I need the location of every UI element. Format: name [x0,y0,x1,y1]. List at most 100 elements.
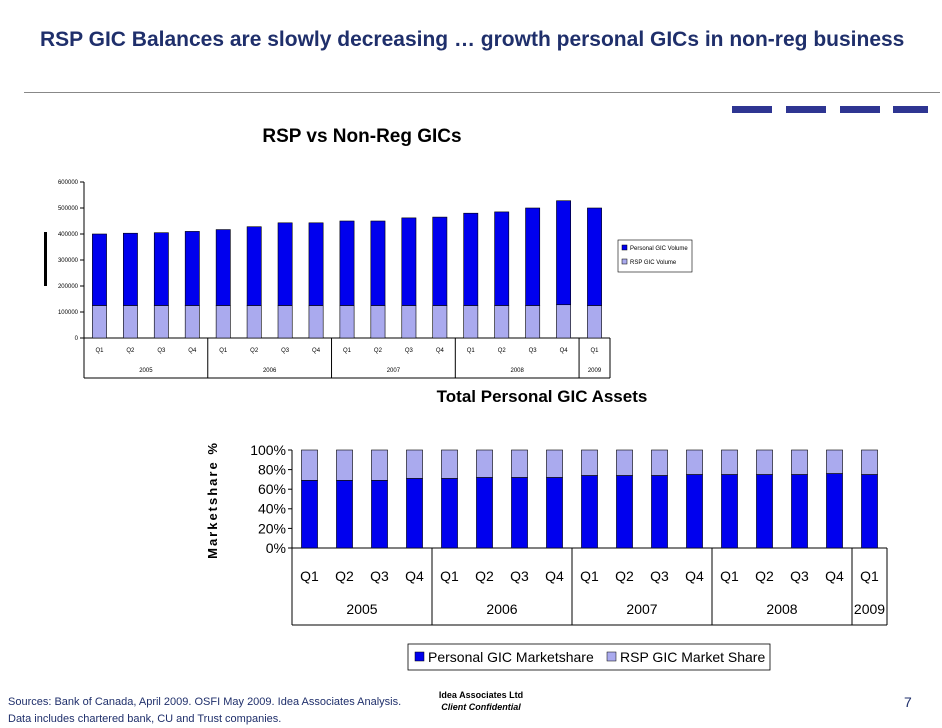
chart2-bar-personal-gic-marketshare [301,480,318,549]
chart2-bar-personal-gic-marketshare [616,475,633,549]
chart2-bar-rsp-gic-market-share [721,449,738,475]
chart1-bar-rsp-gic-volume [153,305,169,339]
chart1-x-tick-label: Q1 [95,348,104,354]
chart1-bar-rsp-gic-volume [525,305,541,339]
chart1-x-tick-label: Q4 [560,348,569,354]
chart1-x-tick-label: Q3 [281,348,290,354]
chart1-bar-personal-gic-volume [122,232,138,306]
chart2-bar-personal-gic-marketshare [441,478,458,549]
chart1-bar-personal-gic-volume [339,220,355,306]
chart2-bar-rsp-gic-market-share [511,449,528,478]
chart2-legend-box [407,643,771,671]
chart2-legend-label: Personal GIC Marketshare [428,649,594,665]
chart2-x-tick-label: Q4 [405,568,424,584]
chart1-y-tick-label: 200000 [58,284,79,290]
chart2-bar-rsp-gic-market-share [406,449,423,479]
chart2-bar-personal-gic-marketshare [581,475,598,549]
chart1-bar-personal-gic-volume [215,229,231,306]
sources-note: Sources: Bank of Canada, April 2009. OSF… [8,696,402,725]
chart1-bar-personal-gic-volume [401,217,417,306]
chart2-bar-personal-gic-marketshare [826,473,843,549]
chart2-x-tick-label: Q1 [720,568,739,584]
chart1-bar-personal-gic-volume [370,220,386,306]
chart1-bar-rsp-gic-volume [277,305,293,339]
chart2-legend-label: RSP GIC Market Share [620,649,765,665]
chart1-y-tick-label: 100000 [58,310,79,316]
chart2-bar-rsp-gic-market-share [581,449,598,476]
chart1-x-tick-label: Q4 [436,348,445,354]
chart2-bar-rsp-gic-market-share [826,449,843,474]
chart2-bar-personal-gic-marketshare [546,477,563,549]
chart1-legend-swatch [621,244,628,251]
chart1-bar-rsp-gic-volume [339,305,355,339]
chart1-x-tick-label: Q2 [250,348,259,354]
chart1-bar-personal-gic-volume [92,233,107,306]
chart1-legend-label: Personal GIC Volume [630,246,688,252]
chart2-y-tick-label: 20% [258,520,286,536]
chart2-year-label: 2008 [766,601,797,617]
chart2-bar-rsp-gic-market-share [686,449,703,475]
chart2-bar-personal-gic-marketshare [686,474,703,549]
chart1-x-tick-label: Q3 [157,348,166,354]
chart1-bar-personal-gic-volume [587,207,602,306]
chart2-bar-personal-gic-marketshare [511,477,528,549]
chart1-bar-personal-gic-volume [525,207,541,306]
chart2-title: Total Personal GIC Assets [437,387,648,406]
chart2-year-label: 2005 [346,601,377,617]
chart1-bar-rsp-gic-volume [401,305,417,339]
chart1-x-tick-label: Q3 [529,348,538,354]
chart2-y-tick-label: 40% [258,501,286,517]
chart1-year-label: 2008 [510,368,524,374]
chart2-bar-personal-gic-marketshare [721,474,738,549]
decor-bar-1 [732,106,772,113]
chart1-y-tick-label: 500000 [58,206,79,212]
chart2-bar-personal-gic-marketshare [336,480,353,549]
chart1-x-tick-label: Q2 [498,348,507,354]
chart2-bar-personal-gic-marketshare [651,475,668,549]
chart1-bar-rsp-gic-volume [122,305,138,339]
chart2-x-tick-label: Q4 [685,568,704,584]
company-block: Idea Associates Ltd Client Confidential [426,689,536,713]
chart2-y-tick-label: 0% [266,540,286,556]
company-name: Idea Associates Ltd [438,690,524,700]
chart2-x-tick-label: Q3 [650,568,669,584]
chart1-bar-rsp-gic-volume [494,305,510,339]
chart1-x-tick-label: Q4 [312,348,321,354]
chart2-x-tick-label: Q3 [370,568,389,584]
chart1-bar-rsp-gic-volume [308,305,324,339]
chart1-year-label: 2009 [588,368,602,374]
chart2-bar-rsp-gic-market-share [546,449,563,478]
chart2-x-tick-label: Q2 [755,568,774,584]
decor-bar-3 [840,106,880,113]
chart1-legend-box [617,239,693,273]
chart2-bar-rsp-gic-market-share [791,449,808,475]
chart2-y-tick-label: 100% [250,442,286,458]
chart1-x-tick-label: Q2 [126,348,135,354]
chart1-legend-label: RSP GIC Volume [630,260,677,266]
chart1-year-label: 2005 [139,368,153,374]
title-divider [24,92,940,93]
confidential-label: Client Confidential [441,702,521,712]
chart1-bar-rsp-gic-volume [184,305,200,339]
chart2-bar-personal-gic-marketshare [791,474,808,549]
chart2-legend-swatch [606,651,617,662]
chart2-bar-rsp-gic-market-share [476,449,493,478]
chart2-x-tick-label: Q2 [335,568,354,584]
page-number: 7 [904,694,912,710]
chart1-bar-rsp-gic-volume [246,305,262,339]
chart2-bar-rsp-gic-market-share [756,449,773,475]
chart2-x-tick-label: Q1 [300,568,319,584]
chart2-y-tick-label: 60% [258,481,286,497]
chart1-year-label: 2006 [263,368,277,374]
chart1-x-tick-label: Q1 [467,348,476,354]
chart1-bar-personal-gic-volume [556,200,572,306]
chart1-x-tick-label: Q1 [343,348,352,354]
chart1-bar-personal-gic-volume [277,222,293,306]
chart1-year-label: 2007 [387,368,401,374]
chart1-bar-personal-gic-volume [184,231,200,306]
chart1-bar-rsp-gic-volume [370,305,386,339]
chart2-bar-rsp-gic-market-share [651,449,668,476]
chart1-bar-personal-gic-volume [432,216,448,306]
chart1-bar-rsp-gic-volume [92,305,107,339]
chart2-x-tick-label: Q3 [510,568,529,584]
